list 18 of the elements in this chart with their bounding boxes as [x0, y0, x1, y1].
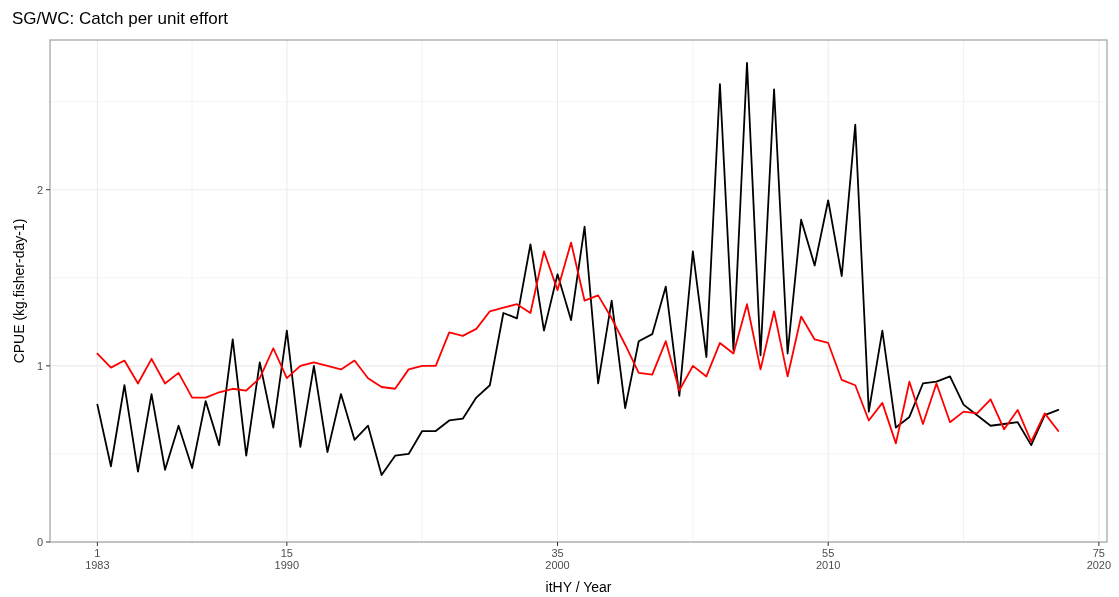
y-tick-label: 0 — [36, 536, 43, 548]
y-tick-label: 2 — [36, 183, 43, 196]
x-tick-label: 15 — [280, 547, 293, 559]
x-axis-title: itHY / Year — [545, 579, 612, 595]
x-tick-label: 55 — [822, 547, 835, 559]
x-tick-label: 1 — [94, 547, 101, 559]
y-tick-label: 1 — [36, 359, 43, 372]
x2-tick-label: 1990 — [274, 559, 300, 571]
x2-tick-label: 2010 — [815, 559, 841, 571]
chart-title: SG/WC: Catch per unit effort — [12, 9, 229, 28]
x-tick-label: 75 — [1092, 547, 1105, 559]
line-series — [96, 62, 1060, 476]
x2-tick-label: 2000 — [545, 559, 570, 571]
x2-tick-label: 2020 — [1086, 559, 1112, 571]
y-axis-title: CPUE (kg.fisher-day-1) — [11, 218, 27, 364]
x-tick-label: 35 — [551, 547, 564, 559]
line-series — [96, 241, 1060, 445]
x2-tick-label: 1983 — [85, 559, 110, 571]
